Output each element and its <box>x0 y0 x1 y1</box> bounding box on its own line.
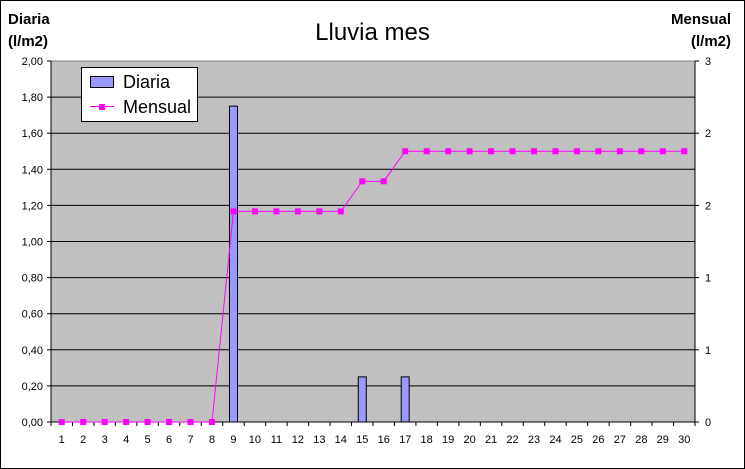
point-mensual-19 <box>445 148 452 155</box>
legend-swatch-mensual <box>90 101 114 113</box>
x-tick-label: 28 <box>635 434 647 446</box>
bar-diaria-17 <box>400 376 410 423</box>
y-left-tick-label: 1,80 <box>22 92 43 104</box>
x-tick-label: 7 <box>187 434 193 446</box>
legend-swatch-diaria <box>90 76 114 88</box>
point-mensual-10 <box>251 208 258 215</box>
x-tick-label: 4 <box>123 434 129 446</box>
y-left-tick-label: 0,20 <box>22 381 43 393</box>
point-mensual-2 <box>80 419 87 425</box>
y-left-tick-label: 1,00 <box>22 237 43 249</box>
point-mensual-22 <box>509 148 516 155</box>
point-mensual-17 <box>402 148 409 155</box>
y-right-tick-label: 2 <box>705 128 711 140</box>
point-mensual-23 <box>531 148 537 155</box>
x-tick-label: 9 <box>230 434 236 446</box>
x-tick-label: 20 <box>463 434 475 446</box>
x-tick-label: 25 <box>571 434 583 446</box>
point-mensual-14 <box>337 208 344 215</box>
legend: Diaria Mensual <box>81 67 198 122</box>
point-mensual-5 <box>144 419 151 425</box>
point-mensual-27 <box>616 148 623 155</box>
x-tick-label: 10 <box>249 434 261 446</box>
point-mensual-13 <box>316 208 323 215</box>
y-left-tick-label: 1,60 <box>22 128 43 140</box>
x-tick-label: 21 <box>485 434 497 446</box>
legend-item-mensual: Mensual <box>90 96 191 118</box>
point-mensual-26 <box>595 148 602 155</box>
legend-label-diaria: Diaria <box>123 71 171 92</box>
x-tick-label: 17 <box>399 434 411 446</box>
point-mensual-30 <box>681 148 688 155</box>
x-tick-label: 29 <box>657 434 669 446</box>
x-tick-label: 24 <box>549 434 561 446</box>
point-mensual-28 <box>638 148 645 155</box>
y-right-tick-label: 3 <box>705 56 711 68</box>
x-tick-label: 19 <box>442 434 454 446</box>
x-tick-label: 27 <box>614 434 626 446</box>
x-tick-label: 2 <box>80 434 86 446</box>
point-mensual-7 <box>187 419 194 425</box>
point-mensual-20 <box>466 148 473 155</box>
x-tick-label: 14 <box>335 434 347 446</box>
y-left-tick-label: 1,40 <box>22 164 43 176</box>
y-left-axis-title-line-2: (l/m2) <box>8 33 49 50</box>
x-tick-label: 11 <box>271 434 282 446</box>
point-mensual-1 <box>58 419 65 425</box>
x-tick-label: 26 <box>592 434 604 446</box>
y-right-axis-title-line-1: Mensual <box>670 11 731 28</box>
point-mensual-11 <box>273 208 280 215</box>
point-mensual-29 <box>659 148 666 155</box>
point-mensual-9 <box>230 208 237 215</box>
y-left-tick-label: 1,20 <box>22 200 43 212</box>
line-mensual <box>61 150 685 423</box>
x-tick-label: 16 <box>378 434 390 446</box>
x-tick-label: 12 <box>292 434 304 446</box>
x-tick-label: 22 <box>506 434 518 446</box>
legend-item-diaria: Diaria <box>90 71 170 93</box>
x-tick-label: 5 <box>145 434 151 446</box>
point-mensual-8 <box>209 419 215 425</box>
point-mensual-15 <box>359 178 366 185</box>
bar-diaria-15 <box>357 376 367 423</box>
x-tick-label: 13 <box>313 434 325 446</box>
bar-diaria-9 <box>228 105 238 423</box>
point-mensual-18 <box>423 148 430 155</box>
x-tick-label: 23 <box>528 434 540 446</box>
y-right-axis-title-line-2: (l/m2) <box>690 33 731 50</box>
y-right-axis-title: Mensual (l/m2) <box>671 9 731 53</box>
x-tick-label: 8 <box>209 434 215 446</box>
y-left-axis-title: Diaria (l/m2) <box>8 9 50 53</box>
y-left-axis-title-line-1: Diaria <box>8 11 50 28</box>
y-left-tick-label: 2,00 <box>22 56 43 68</box>
y-left-tick-label: 0,80 <box>22 273 43 285</box>
x-tick-label: 1 <box>59 434 65 446</box>
point-mensual-12 <box>294 208 301 215</box>
y-right-tick-label: 1 <box>705 345 711 357</box>
point-mensual-21 <box>488 148 495 155</box>
x-tick-label: 6 <box>166 434 172 446</box>
point-mensual-25 <box>573 148 580 155</box>
y-left-tick-label: 0,00 <box>22 417 43 429</box>
x-tick-label: 18 <box>421 434 433 446</box>
chart-title: Lluvia mes <box>315 19 430 46</box>
point-mensual-4 <box>123 419 130 425</box>
y-left-tick-label: 0,60 <box>22 309 43 321</box>
y-right-tick-label: 1 <box>705 273 711 285</box>
point-mensual-24 <box>552 148 559 155</box>
point-mensual-3 <box>101 419 108 425</box>
y-left-tick-label: 0,40 <box>22 345 43 357</box>
y-right-tick-label: 2 <box>705 200 711 212</box>
point-mensual-6 <box>166 419 173 425</box>
x-tick-label: 3 <box>102 434 108 446</box>
x-tick-label: 30 <box>678 434 690 446</box>
x-tick-label: 15 <box>356 434 368 446</box>
legend-label-mensual: Mensual <box>123 96 192 117</box>
y-right-tick-label: 0 <box>705 417 711 429</box>
point-mensual-16 <box>380 178 387 185</box>
